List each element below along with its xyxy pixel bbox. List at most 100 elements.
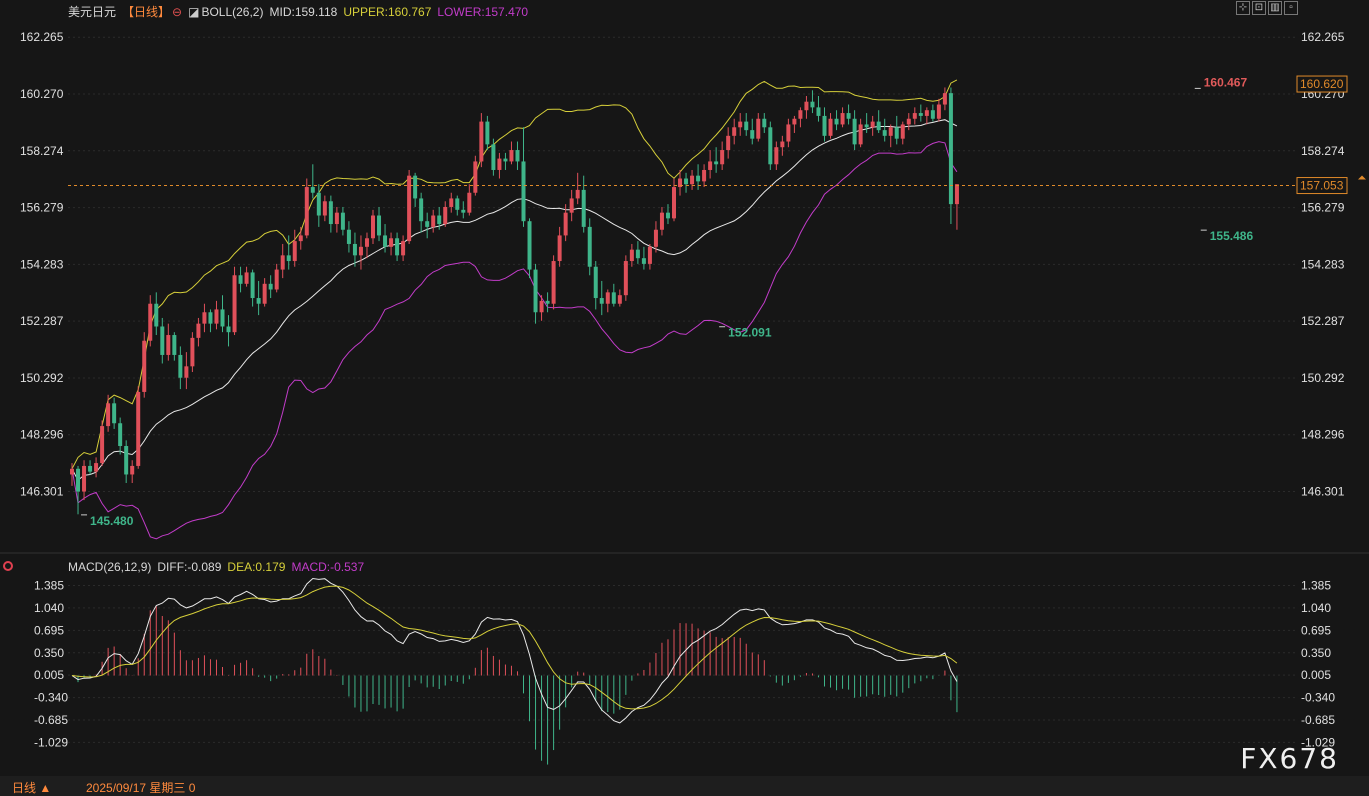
period-tag: 【日线】 xyxy=(122,5,171,19)
indicator-icon[interactable]: ◪ xyxy=(188,5,200,19)
price-tick-left: 154.283 xyxy=(20,257,64,271)
candle-body xyxy=(690,175,695,185)
candle-body xyxy=(515,150,520,162)
macd-tick-left: -0.685 xyxy=(34,713,68,727)
candle-body xyxy=(599,298,604,304)
price-tick-left: 150.292 xyxy=(20,371,64,385)
candle-body xyxy=(419,198,424,222)
candle-body xyxy=(840,113,845,125)
candle-body xyxy=(106,403,111,427)
candle-body xyxy=(623,261,628,296)
zoom-icon[interactable]: ⊡ xyxy=(1252,1,1266,15)
candle-body xyxy=(617,295,622,304)
watermark: FX678 xyxy=(1240,742,1339,775)
record-icon[interactable] xyxy=(3,561,13,571)
candle-body xyxy=(852,118,857,145)
price-marker-icon xyxy=(1358,175,1366,180)
macd-tick-right: 0.005 xyxy=(1301,668,1331,682)
candle-body xyxy=(834,118,839,125)
candle-body xyxy=(804,101,809,111)
candle-body xyxy=(900,124,905,139)
candle-body xyxy=(906,118,911,125)
candle-body xyxy=(828,118,833,136)
macd-tick-left: 0.350 xyxy=(34,646,64,660)
price-tick-right: 162.265 xyxy=(1301,30,1345,44)
price-tick-right: 152.287 xyxy=(1301,314,1345,328)
settings-icon[interactable]: ⊖ xyxy=(172,5,183,19)
candle-body xyxy=(244,272,249,284)
layout-icon[interactable]: ▥ xyxy=(1268,1,1282,15)
candle-body xyxy=(605,292,610,304)
candle-body xyxy=(954,184,959,205)
candle-body xyxy=(822,115,827,136)
candle-body xyxy=(274,269,279,290)
candle-body xyxy=(413,175,418,199)
candle-body xyxy=(557,235,562,262)
extreme-annotation-low1: 145.480 xyxy=(90,514,134,528)
boll-upper-line xyxy=(71,79,958,470)
price-tick-left: 148.296 xyxy=(20,428,64,442)
candle-body xyxy=(720,150,725,165)
candle-body xyxy=(641,258,646,264)
candle-body xyxy=(774,147,779,165)
candle-body xyxy=(431,215,436,227)
candle-body xyxy=(858,124,863,145)
candle-body xyxy=(894,127,899,139)
candle-body xyxy=(443,206,448,225)
candle-body xyxy=(280,255,285,270)
candle-body xyxy=(449,198,454,207)
candle-body xyxy=(190,337,195,367)
candle-body xyxy=(455,198,460,210)
candle-body xyxy=(358,246,363,256)
candle-body xyxy=(395,238,400,256)
candle-body xyxy=(112,403,117,424)
macd-tick-left: -0.340 xyxy=(34,691,68,705)
bottom-bar xyxy=(0,776,1369,796)
macd-hist-value: MACD:-0.537 xyxy=(291,560,365,574)
candle-body xyxy=(485,121,490,145)
fullscreen-icon[interactable]: ⊹ xyxy=(1236,1,1250,15)
candle-body xyxy=(256,298,261,304)
candle-body xyxy=(726,135,731,151)
boll-upper-value: UPPER:160.767 xyxy=(343,5,432,19)
close-icon[interactable]: ▫ xyxy=(1284,1,1298,15)
candle-body xyxy=(298,235,303,242)
price-tick-right: 146.301 xyxy=(1301,485,1345,499)
macd-tick-right: 1.040 xyxy=(1301,601,1331,615)
candle-body xyxy=(491,144,496,170)
boll-lower-value: LOWER:157.470 xyxy=(437,5,529,19)
price-tick-right: 150.292 xyxy=(1301,371,1345,385)
candle-body xyxy=(286,255,291,262)
price-panel-header: 美元日元 【日线】 ⊖ ◪ BOLL(26,2) MID:159.118 UPPER:160… xyxy=(68,3,534,20)
macd-tick-left: 1.040 xyxy=(34,601,64,615)
candle-body xyxy=(401,241,406,256)
high-price-label: 160.620 xyxy=(1300,77,1344,91)
extreme-annotation-low2: 152.091 xyxy=(728,326,772,340)
candle-body xyxy=(696,175,701,182)
candle-body xyxy=(762,118,767,128)
macd-diff-value: DIFF:-0.089 xyxy=(157,560,222,574)
candle-body xyxy=(130,465,135,475)
period-button[interactable]: 日线 ▲ xyxy=(12,781,52,795)
macd-panel-header: MACD(26,12,9) DIFF:-0.089 DEA:0.179 MACD:-0… xyxy=(68,560,370,574)
candle-body xyxy=(467,192,472,213)
candle-body xyxy=(810,101,815,108)
candle-body xyxy=(304,187,309,236)
macd-tick-right: 0.350 xyxy=(1301,646,1331,660)
candle-body xyxy=(94,463,99,472)
candle-body xyxy=(575,189,580,199)
candle-body xyxy=(732,127,737,136)
candle-body xyxy=(816,107,821,116)
price-tick-left: 162.265 xyxy=(20,30,64,44)
candle-body xyxy=(262,283,267,304)
candle-body xyxy=(202,312,207,324)
candle-body xyxy=(136,391,141,466)
candle-body xyxy=(882,130,887,136)
candle-body xyxy=(678,178,683,188)
candle-body xyxy=(316,192,321,216)
candle-body xyxy=(942,93,947,105)
extreme-annotation-high: 160.467 xyxy=(1204,75,1248,89)
candle-body xyxy=(160,326,165,355)
extreme-annotation-low3: 155.486 xyxy=(1210,229,1254,243)
candle-body xyxy=(214,309,219,324)
